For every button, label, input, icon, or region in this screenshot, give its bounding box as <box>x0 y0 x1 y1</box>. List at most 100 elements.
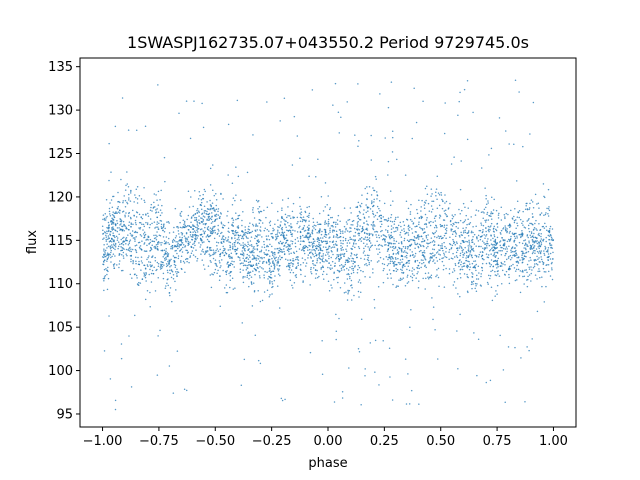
data-point <box>393 223 396 225</box>
data-point <box>368 261 371 264</box>
data-point <box>213 237 216 240</box>
data-point <box>208 212 211 215</box>
data-point <box>538 250 541 252</box>
data-point <box>251 283 253 285</box>
data-point <box>345 259 347 261</box>
data-point <box>139 228 141 230</box>
data-point <box>399 262 401 264</box>
data-point <box>367 257 369 259</box>
data-point <box>218 279 221 282</box>
data-point <box>422 261 425 264</box>
data-point <box>174 237 177 239</box>
data-point <box>336 250 339 252</box>
data-point <box>107 257 110 259</box>
data-point <box>347 289 349 292</box>
data-point <box>208 215 211 218</box>
data-point <box>296 222 298 225</box>
data-point <box>544 248 547 250</box>
data-point <box>396 249 399 251</box>
x-tick-label: −0.25 <box>252 434 292 449</box>
data-point <box>124 238 127 240</box>
data-point <box>296 231 299 233</box>
data-point <box>118 263 120 265</box>
data-point <box>108 315 110 317</box>
data-point <box>392 283 394 286</box>
data-point <box>250 244 253 246</box>
data-point <box>160 249 162 252</box>
data-point <box>327 225 329 227</box>
data-point <box>395 230 397 233</box>
data-point <box>403 237 406 240</box>
data-point <box>547 188 550 191</box>
data-point <box>341 253 343 255</box>
data-point <box>334 243 337 245</box>
data-point <box>454 230 456 232</box>
data-point <box>294 242 297 245</box>
data-point <box>515 268 518 271</box>
data-point <box>161 263 163 266</box>
data-point <box>532 236 535 239</box>
data-point <box>275 235 277 238</box>
data-point <box>374 244 376 247</box>
data-point <box>304 275 306 277</box>
data-point <box>391 151 394 153</box>
data-point <box>523 283 525 285</box>
data-point <box>528 349 530 352</box>
data-point <box>294 238 297 241</box>
data-point <box>311 89 314 91</box>
data-point <box>205 236 208 238</box>
data-point <box>114 236 116 239</box>
data-point <box>112 247 115 249</box>
data-point <box>354 231 357 234</box>
data-point <box>276 262 278 264</box>
y-tick-label: 125 <box>48 147 73 162</box>
data-point <box>521 252 524 255</box>
data-point <box>405 251 407 254</box>
data-point <box>492 254 495 257</box>
data-point <box>312 241 315 243</box>
data-point <box>134 222 137 224</box>
data-point <box>237 175 240 178</box>
data-point <box>425 236 428 239</box>
data-point <box>531 247 533 250</box>
data-point <box>233 266 236 268</box>
data-point <box>248 232 250 234</box>
data-point <box>167 260 169 263</box>
data-point <box>357 145 359 147</box>
data-point <box>408 229 410 232</box>
data-point <box>160 263 162 266</box>
data-point <box>155 226 157 228</box>
data-point <box>216 265 218 268</box>
data-point <box>500 229 503 232</box>
data-point <box>134 245 137 247</box>
data-point <box>359 238 361 240</box>
data-point <box>150 272 153 275</box>
data-point <box>202 251 205 253</box>
data-point <box>134 314 136 317</box>
data-point <box>433 241 436 243</box>
data-point <box>229 246 231 249</box>
data-point <box>420 266 422 269</box>
data-point <box>137 263 140 265</box>
data-point <box>401 271 403 274</box>
data-point <box>321 273 324 276</box>
data-point <box>536 237 538 239</box>
data-point <box>231 243 234 245</box>
data-point <box>246 267 249 269</box>
data-point <box>171 270 174 273</box>
data-point <box>340 230 342 233</box>
data-point <box>184 245 187 247</box>
data-point <box>438 249 440 251</box>
data-point <box>521 256 523 259</box>
data-point <box>227 239 229 242</box>
data-point <box>163 254 165 256</box>
data-point <box>425 223 428 226</box>
data-point <box>338 260 340 262</box>
data-point <box>326 273 328 275</box>
data-point <box>335 256 338 259</box>
data-point <box>400 268 402 271</box>
data-point <box>174 250 176 252</box>
data-point <box>413 256 415 258</box>
data-point <box>127 234 129 236</box>
data-point <box>197 210 200 212</box>
